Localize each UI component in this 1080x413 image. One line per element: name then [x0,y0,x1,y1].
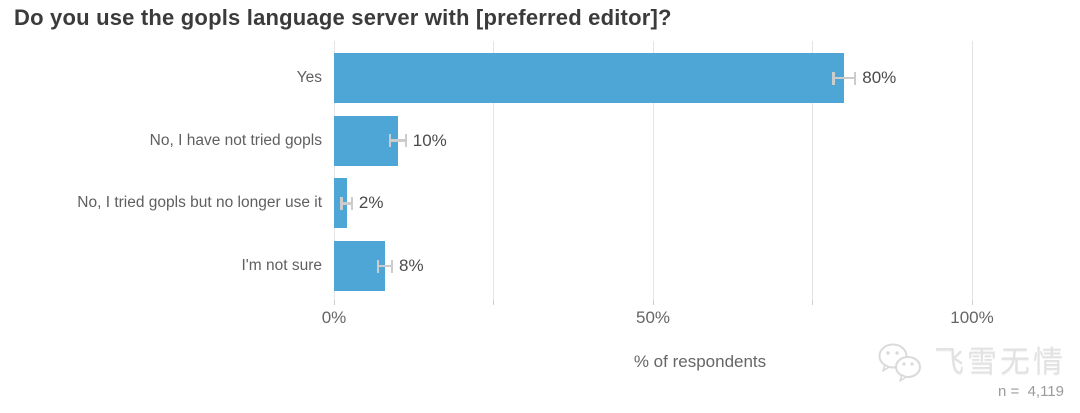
errorbar-cap-right [350,196,354,210]
value-label: 10% [412,130,447,150]
gridline-100pct [971,41,973,300]
wechat-icon [878,343,921,382]
sample-size-label: n = 4,119 [997,383,1064,400]
category-label: Yes [296,69,322,86]
errorbar-line [378,264,393,268]
x-tick-label-100pct: 100% [950,308,994,327]
chart-title: Do you use the gopls language server wit… [14,5,672,30]
bar-3 [334,178,347,229]
category-label: No, I have not tried gopls [149,131,322,149]
x-tick-label-50pct: 50% [635,308,671,327]
gridline-50pct [652,41,654,300]
x-tick-mark-100pct [971,300,973,305]
errorbar-cap-left [376,259,380,273]
gridline-75pct [812,41,813,300]
x-tick-mark-0pct [333,300,335,305]
x-tick-mark-25pct [493,300,494,305]
bar-2 [334,115,398,166]
errorbar-cap-left [388,134,392,148]
errorbar-cap-right [390,259,394,273]
x-tick-label-0pct: 0% [321,308,347,327]
x-tick-mark-75pct [812,300,813,305]
errorbar-line [389,139,406,142]
errorbar-cap-right [853,71,857,85]
errorbar-line [833,76,856,80]
bar-4 [334,241,386,291]
x-tick-mark-50pct [652,300,654,305]
gridline-0pct [333,41,335,300]
value-label: 2% [358,193,384,213]
x-axis-label: % of respondents [633,352,767,371]
errorbar-cap-left [832,71,835,85]
errorbar-cap-left [340,196,343,210]
watermark-text: 飞雪无情 [934,346,1066,379]
category-label: No, I tried gopls but no longer use it [77,194,322,212]
value-label: 80% [862,68,897,87]
watermark: 飞雪无情 [876,342,1066,384]
bar-1 [334,53,845,103]
category-label: I'm not sure [241,257,323,274]
gridline-25pct [493,41,494,300]
value-label: 8% [399,256,424,275]
errorbar-cap-right [404,134,408,148]
errorbar-line [341,202,352,205]
